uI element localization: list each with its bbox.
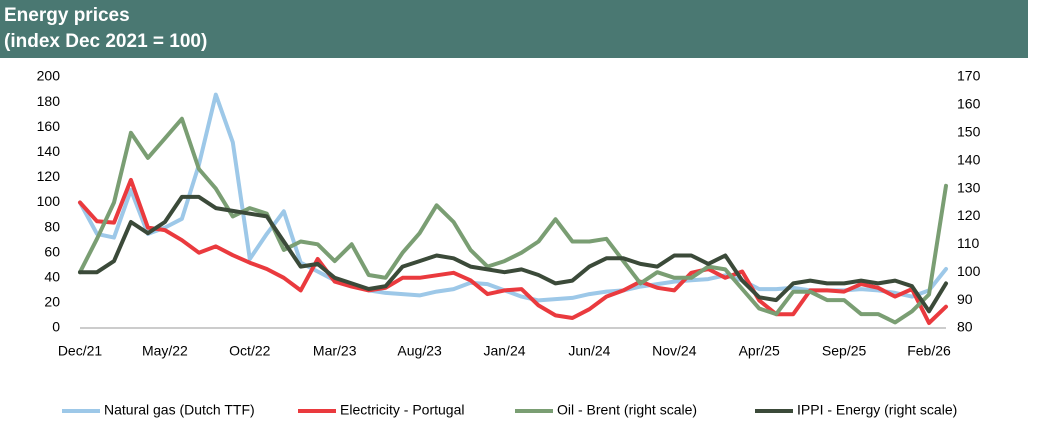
y2-tick-label: 150 [957, 123, 981, 139]
x-tick-label: Apr/25 [739, 343, 780, 359]
header-bar [0, 0, 1028, 58]
y-tick-label: 100 [37, 193, 61, 209]
series-line [78, 92, 948, 303]
y2-tick-label: 170 [957, 68, 981, 84]
chart-title: Energy prices [4, 5, 130, 26]
y-tick-label: 40 [44, 269, 60, 285]
y2-tick-label: 160 [957, 96, 981, 112]
y2-tick-label: 100 [957, 263, 981, 279]
y2-tick-label: 110 [957, 235, 980, 251]
chart-subtitle: (index Dec 2021 = 100) [4, 31, 207, 52]
y-tick-label: 0 [52, 319, 60, 335]
series-line [78, 177, 948, 325]
x-tick-label: May/22 [142, 343, 188, 359]
y-tick-label: 140 [37, 143, 61, 159]
series-line [78, 116, 948, 325]
y2-tick-label: 90 [957, 291, 973, 307]
y-tick-label: 120 [37, 168, 61, 184]
x-tick-label: Jan/24 [483, 343, 525, 359]
legend-label: Electricity - Portugal [340, 402, 464, 418]
y-tick-label: 20 [44, 294, 60, 310]
x-tick-label: Mar/23 [313, 343, 357, 359]
y-tick-label: 80 [44, 218, 60, 234]
y-tick-label: 180 [37, 93, 61, 109]
y-tick-label: 60 [44, 243, 60, 259]
y-tick-label: 200 [37, 68, 61, 84]
legend-label: IPPI - Energy (right scale) [797, 402, 957, 418]
x-tick-label: Oct/22 [229, 343, 270, 359]
x-tick-label: Dec/21 [58, 343, 103, 359]
x-tick-label: Sep/25 [822, 343, 867, 359]
y2-tick-label: 80 [957, 319, 973, 335]
legend-label: Oil - Brent (right scale) [557, 402, 697, 418]
x-tick-label: Feb/26 [907, 343, 951, 359]
y2-tick-label: 140 [957, 151, 981, 167]
x-tick-label: Aug/23 [397, 343, 442, 359]
y2-tick-label: 120 [957, 207, 981, 223]
y-tick-label: 160 [37, 118, 61, 134]
y2-tick-label: 130 [957, 179, 981, 195]
x-tick-label: Jun/24 [568, 343, 610, 359]
legend-label: Natural gas (Dutch TTF) [104, 402, 255, 418]
x-tick-label: Nov/24 [652, 343, 697, 359]
series-line [78, 194, 948, 314]
